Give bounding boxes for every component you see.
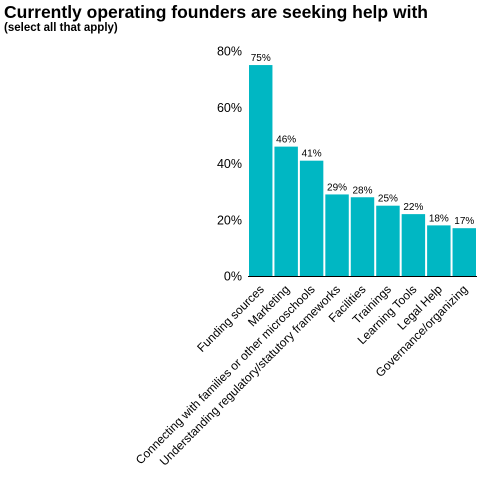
chart-title: Currently operating founders are seeking… bbox=[4, 2, 428, 22]
data-label-governance-organizing: 17% bbox=[454, 216, 474, 227]
bar-legal-help bbox=[427, 225, 451, 276]
y-axis-ticks: 0% 20% 40% 60% 80% bbox=[217, 45, 242, 284]
bar-facilities bbox=[350, 197, 375, 276]
data-label-learning-tools: 22% bbox=[403, 202, 423, 213]
bar-connecting-with-families-or-other-microschools bbox=[299, 160, 324, 276]
bars bbox=[249, 65, 476, 276]
x-tick-label-connecting-with-families-or-other-microschools: Connecting with families or other micros… bbox=[133, 282, 318, 467]
data-label-facilities: 28% bbox=[352, 185, 372, 196]
bar-learning-tools bbox=[401, 214, 426, 276]
y-tick-label-60: 60% bbox=[217, 101, 242, 115]
y-tick-label-80: 80% bbox=[217, 45, 242, 59]
data-label-connecting-with-families-or-other-microschools: 41% bbox=[302, 149, 322, 160]
y-tick-label-0: 0% bbox=[224, 270, 242, 284]
bar-marketing bbox=[274, 146, 298, 276]
bar-funding-sources bbox=[249, 65, 273, 276]
data-label-marketing: 46% bbox=[276, 135, 296, 146]
data-label-funding-sources: 75% bbox=[251, 53, 271, 64]
chart-subtitle: (select all that apply) bbox=[4, 22, 118, 34]
data-label-legal-help: 18% bbox=[429, 213, 449, 224]
data-label-understanding-regulatory-statutory-frameworks: 29% bbox=[327, 182, 347, 193]
data-label-trainings: 25% bbox=[378, 194, 398, 205]
x-tick-label-understanding-regulatory-statutory-frameworks: Understanding regulatory/statutory frame… bbox=[157, 282, 343, 468]
y-tick-label-40: 40% bbox=[217, 157, 242, 171]
y-tick-label-20: 20% bbox=[217, 213, 242, 227]
bar-understanding-regulatory-statutory-frameworks bbox=[325, 194, 349, 276]
data-labels: 75% 46% 41% 29% 28% 25% 22% 18% 17% bbox=[251, 53, 475, 227]
bar-trainings bbox=[376, 205, 400, 276]
bar-governance-organizing bbox=[452, 228, 476, 276]
